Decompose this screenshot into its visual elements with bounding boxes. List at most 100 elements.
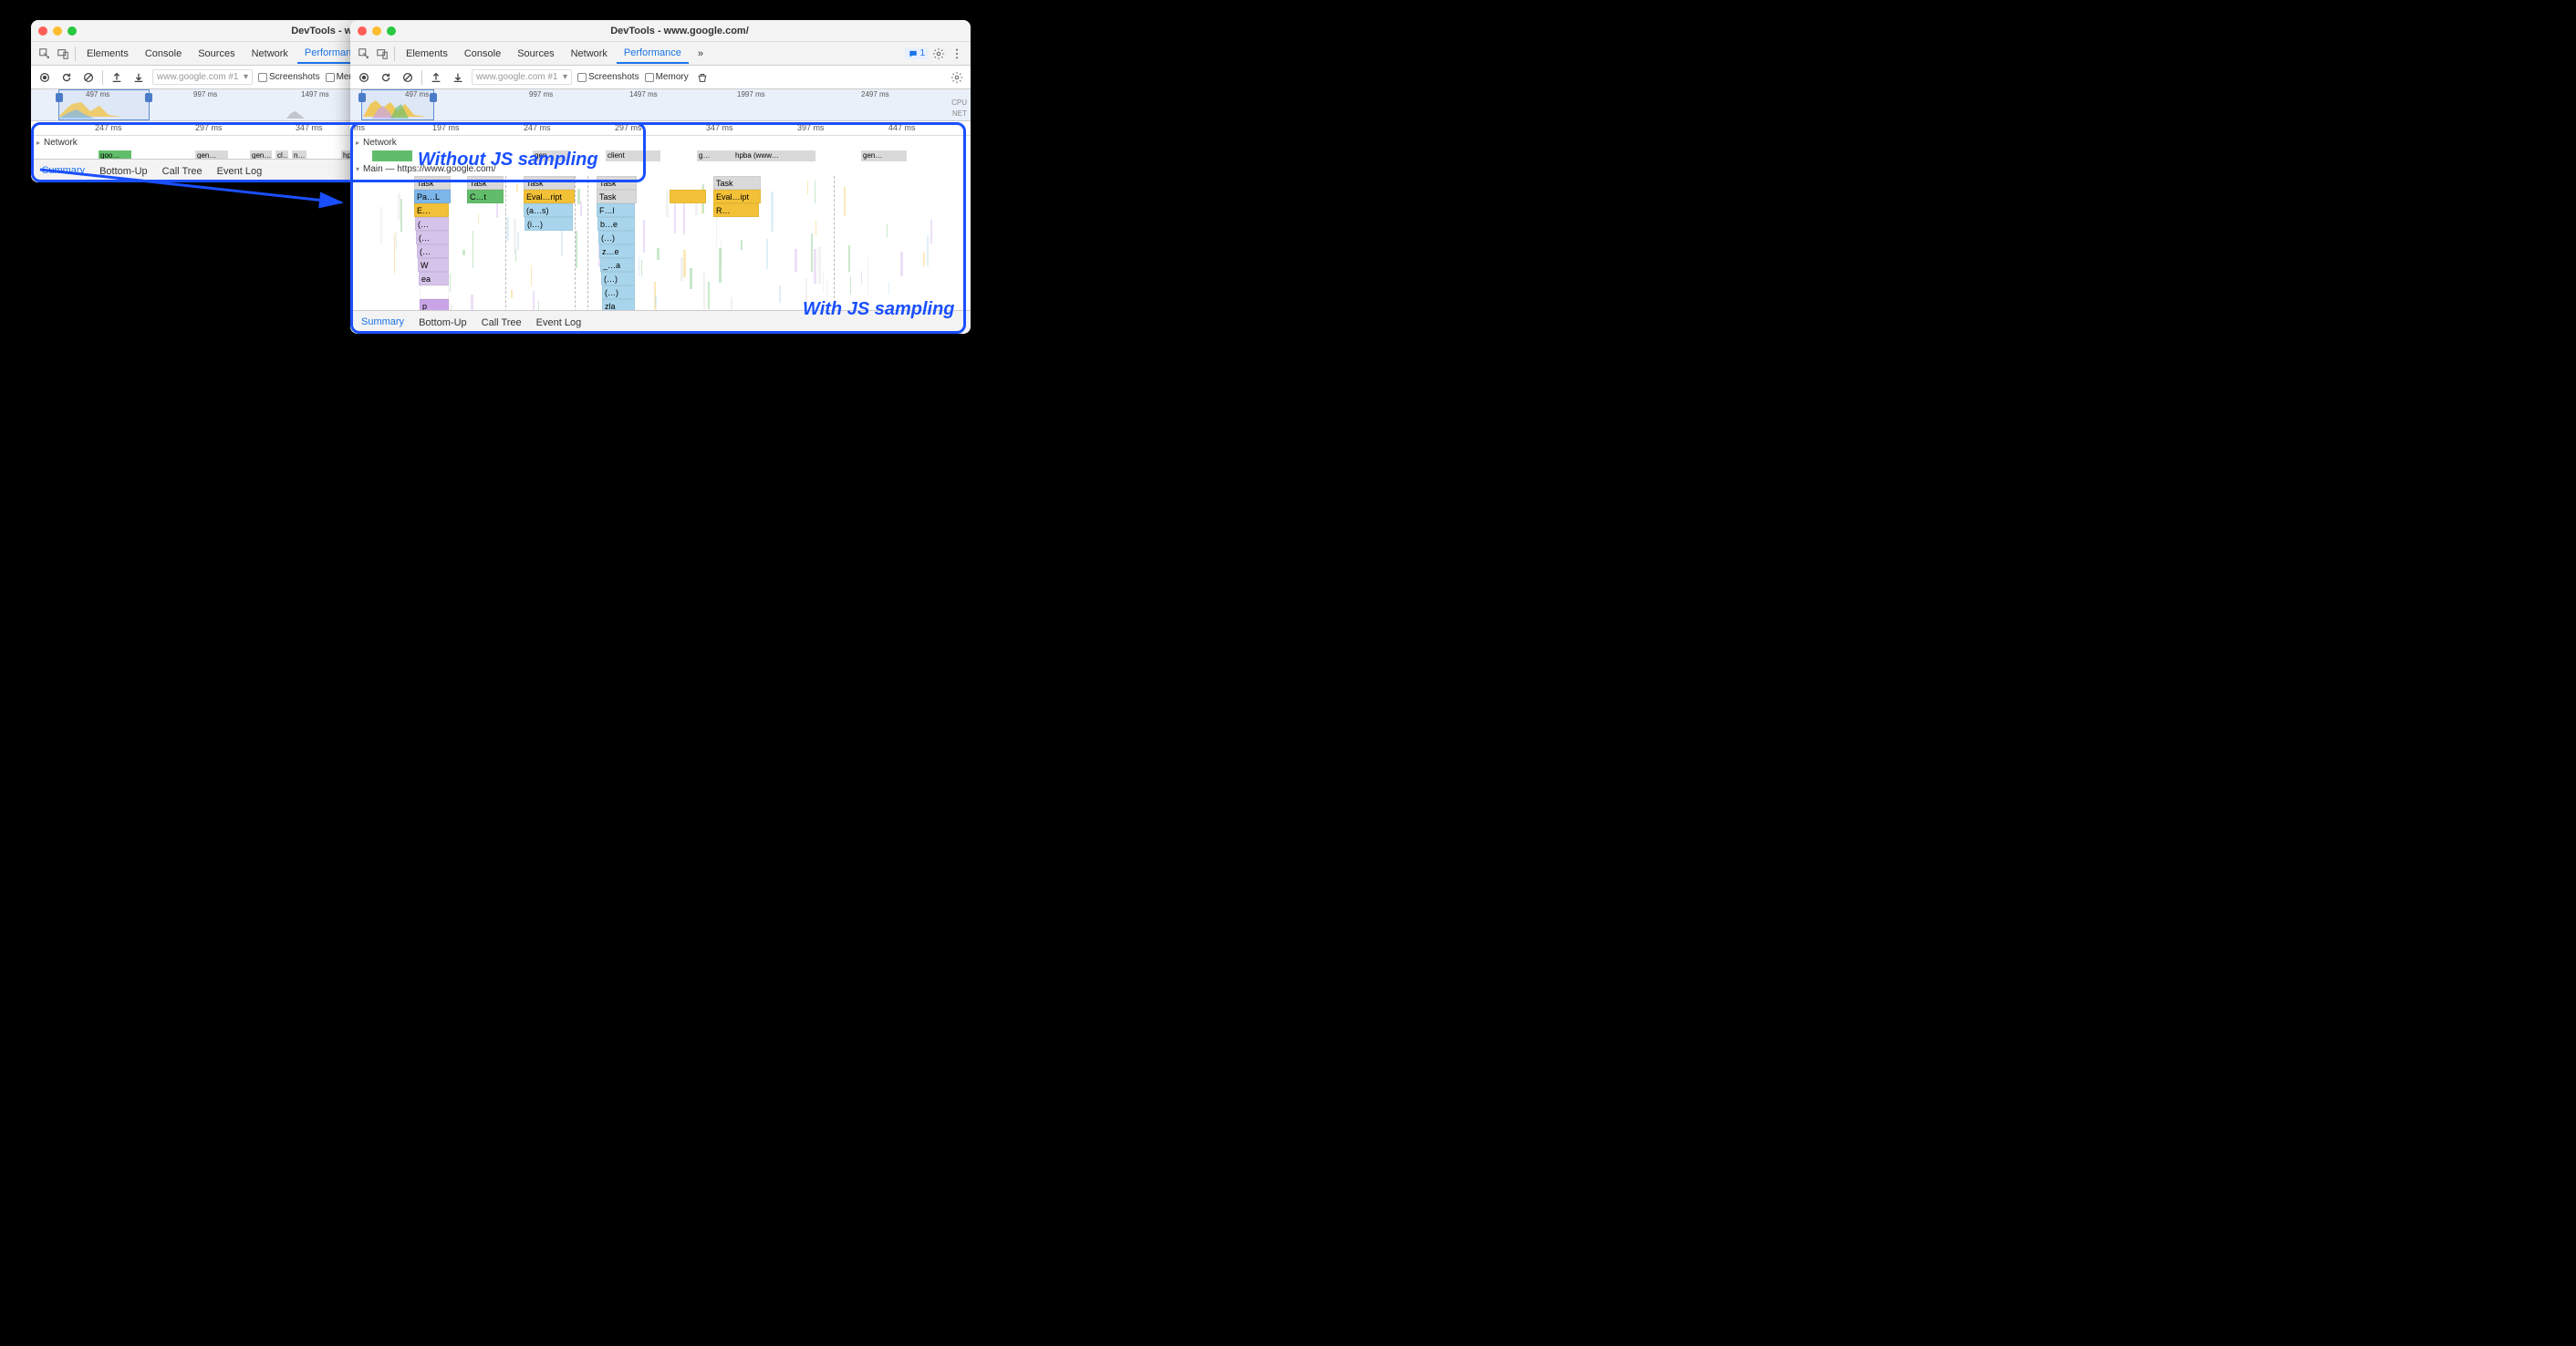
more-icon[interactable]: [949, 46, 965, 62]
flame-bar[interactable]: Task: [597, 190, 637, 203]
timeline-overview[interactable]: 497 ms 997 ms 1497 ms 1997 ms 2497 ms CP…: [350, 89, 971, 121]
zoom-button[interactable]: [387, 26, 396, 36]
device-icon[interactable]: [55, 46, 71, 62]
network-request-bar[interactable]: hpba (www…: [733, 150, 815, 161]
recording-select[interactable]: www.google.com #1▾: [472, 69, 572, 85]
inspect-icon[interactable]: [356, 46, 372, 62]
tab-more[interactable]: »: [691, 45, 711, 63]
gc-icon[interactable]: [694, 69, 711, 86]
record-icon[interactable]: [36, 69, 53, 86]
flame-bar[interactable]: (i…): [525, 217, 573, 231]
record-icon[interactable]: [356, 69, 372, 86]
issues-count: 1: [919, 48, 925, 58]
screenshots-checkbox[interactable]: Screenshots: [577, 72, 639, 82]
network-request-bar[interactable]: n…: [292, 150, 306, 159]
inspect-icon[interactable]: [36, 46, 53, 62]
flame-bar[interactable]: [420, 285, 449, 299]
flame-bar[interactable]: (…): [598, 231, 635, 244]
traffic-lights: [358, 26, 396, 36]
network-request-bar[interactable]: gen…: [861, 150, 907, 161]
network-track-header[interactable]: ▸Network: [350, 136, 971, 150]
recording-select[interactable]: www.google.com #1▾: [152, 69, 253, 85]
capture-settings-icon[interactable]: [949, 69, 965, 86]
download-icon[interactable]: [450, 69, 466, 86]
flame-bar[interactable]: Eval…ript: [524, 190, 575, 203]
clear-icon[interactable]: [400, 69, 416, 86]
flame-bar[interactable]: b…e: [597, 217, 635, 231]
ruler-tick: 347 ms: [296, 123, 323, 132]
flame-bar[interactable]: E…: [414, 203, 449, 217]
close-button[interactable]: [38, 26, 47, 36]
tab-sources[interactable]: Sources: [510, 45, 561, 63]
network-request-bar[interactable]: [372, 150, 412, 161]
tab-network[interactable]: Network: [244, 45, 296, 63]
ruler-tick: 297 ms: [195, 123, 223, 132]
close-button[interactable]: [358, 26, 367, 36]
tab-eventlog[interactable]: Event Log: [212, 162, 268, 181]
tab-sources[interactable]: Sources: [191, 45, 242, 63]
flame-bar[interactable]: _…a: [600, 258, 635, 272]
dropdown-icon: ▾: [244, 72, 248, 82]
flame-bar[interactable]: Eval…ipt: [713, 190, 761, 203]
tab-console[interactable]: Console: [457, 45, 508, 63]
timeline-ruler: ms 197 ms 247 ms 297 ms 347 ms 397 ms 44…: [350, 121, 971, 136]
network-request-bar[interactable]: g…: [697, 150, 733, 161]
flame-bar[interactable]: C…t: [467, 190, 504, 203]
flame-bar[interactable]: p: [420, 299, 449, 310]
flame-bar[interactable]: ea: [419, 272, 449, 285]
zoom-button[interactable]: [68, 26, 77, 36]
flame-bar[interactable]: zla: [602, 299, 635, 310]
flame-bar[interactable]: (…: [417, 244, 449, 258]
flame-bar[interactable]: W: [418, 258, 449, 272]
flame-bar[interactable]: (…: [416, 231, 449, 244]
reload-icon[interactable]: [378, 69, 394, 86]
tab-bottomup[interactable]: Bottom-Up: [94, 162, 153, 181]
settings-icon[interactable]: [930, 46, 947, 62]
upload-icon[interactable]: [109, 69, 125, 86]
overview-tick: 1497 ms: [629, 90, 658, 98]
clear-icon[interactable]: [80, 69, 97, 86]
flame-bar-task[interactable]: Task: [467, 176, 504, 190]
overview-tick: 497 ms: [86, 90, 109, 98]
flame-bar[interactable]: R…: [713, 203, 759, 217]
flame-chart[interactable]: TaskPa…LE…(…(…(…WeapTaskC…tTaskEval…ript…: [350, 176, 971, 310]
flame-bar[interactable]: (…): [601, 272, 635, 285]
tab-performance[interactable]: Performance: [617, 44, 689, 64]
device-icon[interactable]: [374, 46, 390, 62]
network-request-bar[interactable]: gen…: [250, 150, 272, 159]
flame-bar-task[interactable]: Task: [524, 176, 575, 190]
flame-bar[interactable]: z…e: [599, 244, 635, 258]
tab-summary[interactable]: Summary: [356, 313, 410, 333]
tab-bottomup[interactable]: Bottom-Up: [413, 314, 473, 332]
flame-bar[interactable]: Pa…L: [414, 190, 451, 203]
reload-icon[interactable]: [58, 69, 75, 86]
flame-bar[interactable]: (a…s): [524, 203, 573, 217]
minimize-button[interactable]: [372, 26, 381, 36]
flame-bar-task[interactable]: Task: [414, 176, 451, 190]
network-request-bar[interactable]: goo…: [99, 150, 131, 159]
tab-elements[interactable]: Elements: [399, 45, 455, 63]
tab-calltree[interactable]: Call Tree: [157, 162, 208, 181]
flame-bar-task[interactable]: Task: [597, 176, 637, 190]
network-request-bar[interactable]: client: [606, 150, 660, 161]
flame-bar[interactable]: (…): [602, 285, 635, 299]
download-icon[interactable]: [130, 69, 147, 86]
tab-summary[interactable]: Summary: [36, 161, 90, 181]
tab-eventlog[interactable]: Event Log: [531, 314, 587, 332]
flame-bar[interactable]: F…l: [597, 203, 635, 217]
flame-bar-task[interactable]: Task: [713, 176, 761, 190]
flame-bar[interactable]: [670, 190, 706, 203]
upload-icon[interactable]: [428, 69, 444, 86]
network-request-bar[interactable]: cl…: [275, 150, 288, 159]
annotation-right: With JS sampling: [803, 299, 955, 320]
flame-bar[interactable]: (…: [415, 217, 449, 231]
tab-calltree[interactable]: Call Tree: [476, 314, 527, 332]
tab-elements[interactable]: Elements: [79, 45, 136, 63]
memory-checkbox[interactable]: Memory: [645, 72, 689, 82]
minimize-button[interactable]: [53, 26, 62, 36]
tab-console[interactable]: Console: [138, 45, 189, 63]
screenshots-checkbox[interactable]: Screenshots: [258, 72, 320, 82]
network-request-bar[interactable]: gen…: [195, 150, 228, 159]
tab-network[interactable]: Network: [564, 45, 615, 63]
issues-badge[interactable]: 1: [905, 47, 929, 59]
